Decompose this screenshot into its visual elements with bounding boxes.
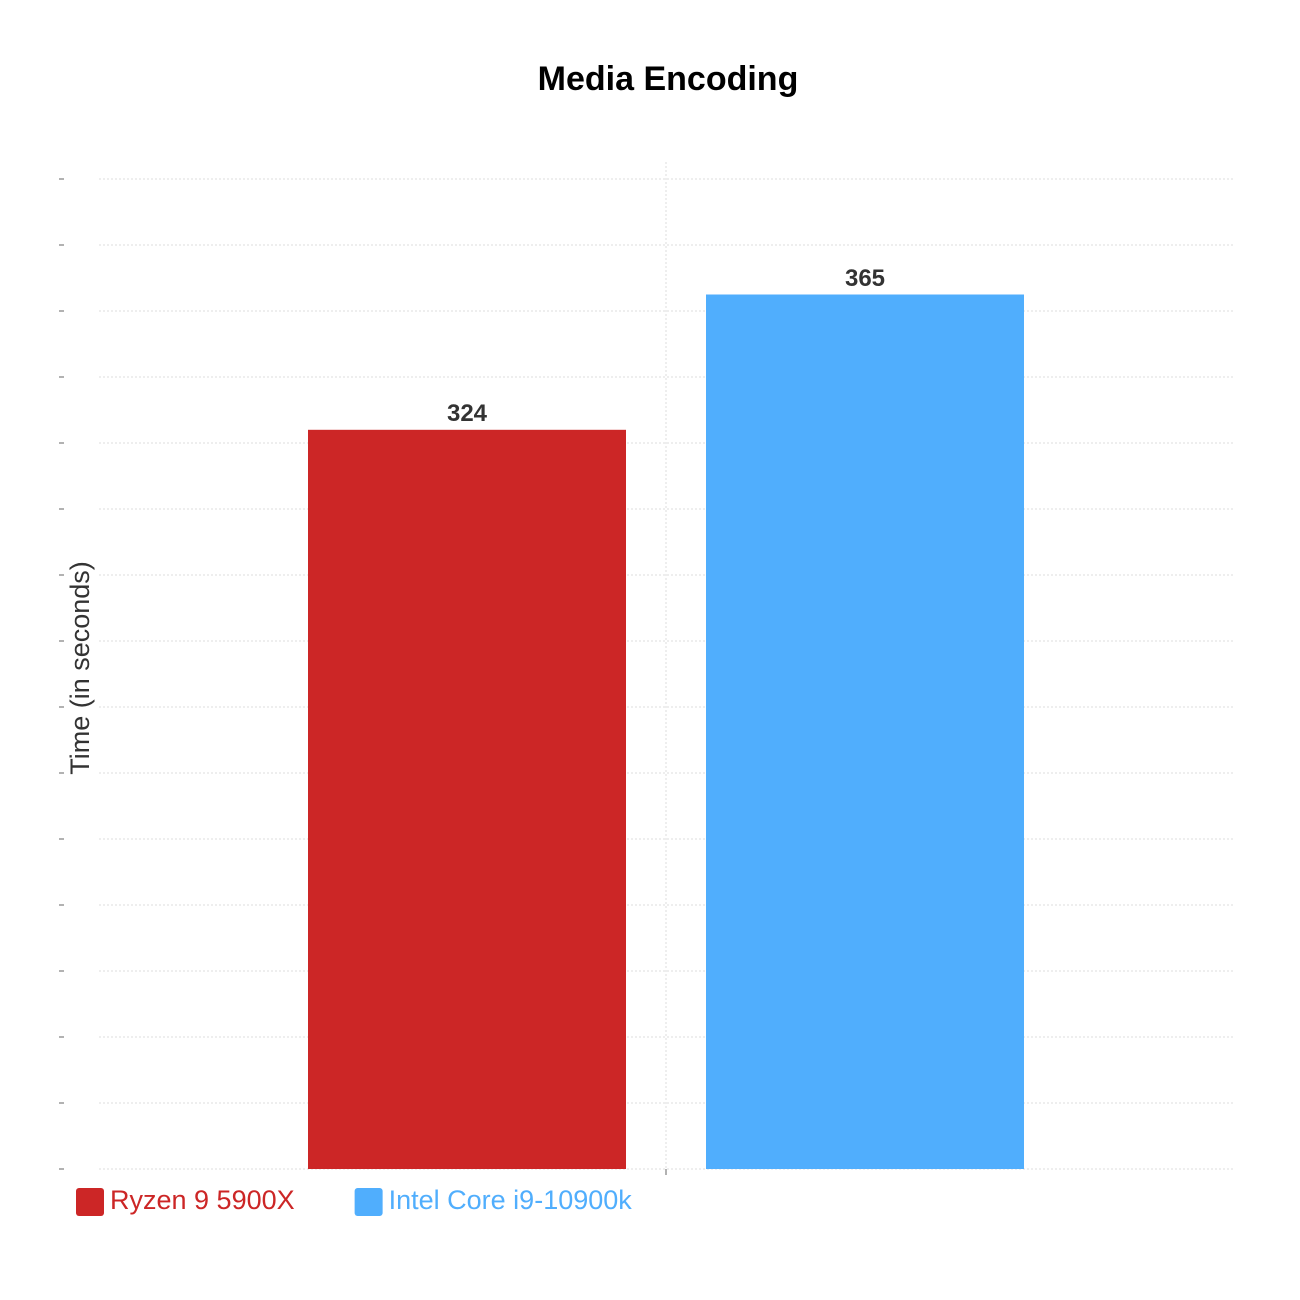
bar	[308, 429, 626, 1169]
chart-title: Media Encoding	[538, 60, 799, 98]
bar	[706, 294, 1024, 1169]
data-label: 365	[845, 265, 885, 292]
legend-label: Ryzen 9 5900X	[110, 1185, 295, 1215]
legend-swatch	[354, 1188, 383, 1216]
legend-label: Intel Core i9-10900k	[389, 1185, 633, 1215]
y-axis-label: Time (in seconds)	[65, 561, 95, 775]
legend-swatch	[76, 1188, 104, 1216]
data-label: 324	[447, 400, 488, 427]
